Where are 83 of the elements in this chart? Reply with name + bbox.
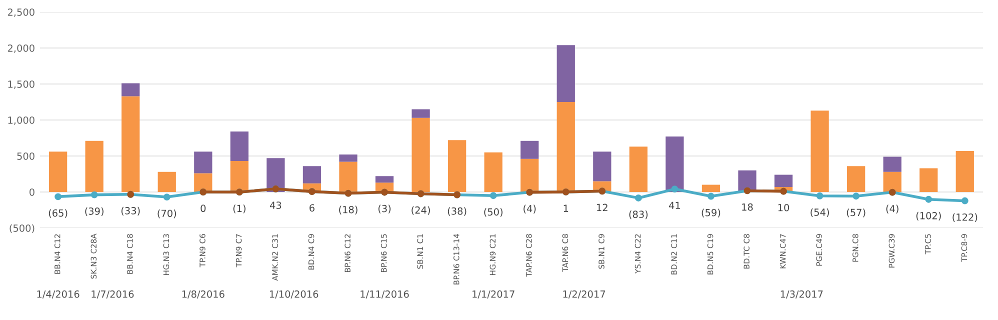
y-tick-label: 2,000 — [8, 44, 34, 53]
bar — [230, 161, 248, 192]
text: 1/2/2017 — [563, 290, 606, 299]
data-label: (38) — [448, 207, 466, 216]
data-label: 0 — [200, 204, 206, 212]
data-label: (70) — [158, 210, 176, 218]
bar — [302, 166, 322, 184]
text: 1/8/2016 — [182, 290, 224, 299]
data-label: (24) — [412, 206, 430, 215]
data-label: (54) — [810, 208, 829, 218]
bar — [556, 45, 575, 102]
bar — [920, 168, 938, 192]
point — [816, 192, 824, 200]
bar — [48, 152, 68, 192]
data-label: 18 — [742, 203, 753, 211]
data-label: (59) — [702, 208, 720, 218]
bar — [774, 174, 793, 187]
point — [925, 196, 932, 203]
point — [490, 192, 497, 200]
bar — [556, 102, 575, 192]
bar — [412, 118, 430, 192]
y-tick-label: 0 — [30, 188, 34, 196]
data-label: (65) — [48, 209, 68, 218]
bar — [412, 109, 430, 118]
data-label: 43 — [270, 202, 282, 209]
bar — [883, 156, 902, 172]
bar — [484, 152, 502, 192]
point — [163, 194, 170, 201]
bar — [666, 136, 684, 192]
point — [634, 194, 642, 202]
bar — [702, 184, 720, 192]
y-tick-label: 1,000 — [8, 116, 34, 125]
data-label: (122) — [952, 213, 978, 222]
text: 1/1/2017 — [472, 290, 514, 299]
bar — [956, 150, 974, 192]
bar — [339, 162, 358, 192]
y-tick-label: (500) — [10, 224, 34, 233]
data-label: 1 — [564, 204, 568, 212]
bar — [194, 152, 212, 174]
point — [671, 186, 678, 193]
bar — [448, 140, 466, 192]
bar — [520, 140, 539, 159]
bar — [883, 172, 902, 192]
y-tick-label: 2,500 — [8, 8, 34, 17]
bar — [520, 158, 539, 192]
data-label: (83) — [629, 210, 648, 220]
data-label: (1) — [233, 204, 246, 214]
text: 1/7/2016 — [92, 290, 134, 299]
bar — [847, 166, 866, 192]
text: 1/10/2016 — [270, 290, 318, 299]
bar — [339, 154, 358, 162]
data-label: (18) — [339, 206, 358, 214]
point — [961, 197, 968, 204]
bar — [593, 152, 612, 182]
data-label: 12 — [597, 204, 608, 212]
point — [852, 192, 860, 200]
data-label: (39) — [85, 207, 104, 216]
point — [90, 191, 98, 198]
bar — [375, 176, 394, 183]
bar — [629, 146, 648, 192]
text: 1/4/2016 — [37, 290, 80, 299]
point — [54, 193, 62, 200]
data-label: (33) — [121, 206, 140, 216]
data-label: 10 — [778, 204, 790, 212]
bar — [85, 140, 104, 192]
data-label: (102) — [916, 212, 941, 221]
bar — [122, 96, 140, 192]
bar — [158, 172, 176, 192]
text: 1/3/2017 — [780, 290, 823, 299]
bar — [230, 132, 248, 162]
point — [708, 192, 714, 200]
data-label: (4) — [886, 204, 898, 214]
data-label: 41 — [668, 202, 680, 209]
data-label: (4) — [524, 204, 536, 214]
bar — [122, 83, 140, 96]
bar — [810, 110, 829, 192]
data-label: (50) — [484, 208, 502, 217]
data-label: (57) — [846, 208, 866, 218]
data-label: (3) — [378, 204, 391, 214]
data-label: 6 — [310, 204, 314, 212]
y-tick-label: 1,500 — [8, 80, 34, 89]
y-tick-label: 500 — [17, 152, 34, 160]
text: 1/11/2016 — [360, 290, 409, 299]
